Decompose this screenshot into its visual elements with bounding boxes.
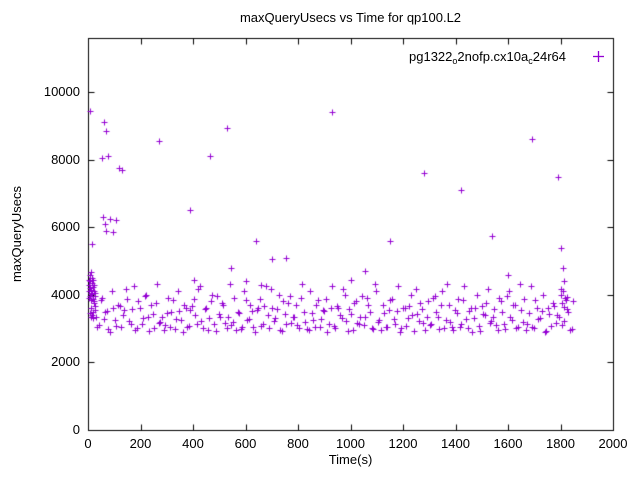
legend-label-part: 2nofp.cx10a	[457, 49, 529, 64]
y-tick-label: 2000	[51, 354, 80, 370]
x-tick-label: 400	[182, 436, 204, 451]
x-tick-label: 0	[84, 436, 92, 451]
x-tick-label: 1000	[336, 436, 365, 451]
x-tick-label: 1200	[388, 436, 418, 451]
legend-label-subscript: o	[452, 56, 458, 66]
legend-label-subscript: c	[528, 56, 533, 66]
y-tick-label: 6000	[51, 219, 80, 235]
legend-label-part: 24r64	[532, 49, 566, 64]
x-tick-label: 800	[287, 436, 309, 451]
x-tick-label: 1800	[546, 436, 575, 451]
plus-marker-icon	[592, 50, 605, 66]
legend-label-part: pg1322	[409, 49, 453, 64]
x-tick-label: 1600	[493, 436, 523, 451]
legend: pg1322o2nofp.cx10ac24r64	[88, 49, 605, 66]
x-axis-label: Time(s)	[328, 452, 373, 467]
chart-title: maxQueryUsecs vs Time for qp100.L2	[239, 10, 462, 25]
legend-series-label: pg1322o2nofp.cx10ac24r64	[409, 49, 566, 66]
y-tick-label: 0	[72, 422, 80, 437]
y-tick-label: 4000	[51, 286, 80, 302]
y-tick-label: 8000	[51, 151, 80, 167]
x-tick-label: 200	[129, 436, 152, 451]
x-tick-label: 1400	[441, 436, 470, 451]
y-tick-label: 10000	[43, 84, 80, 100]
x-tick-label: 600	[234, 436, 257, 451]
x-tick-label: 2000	[598, 436, 628, 451]
